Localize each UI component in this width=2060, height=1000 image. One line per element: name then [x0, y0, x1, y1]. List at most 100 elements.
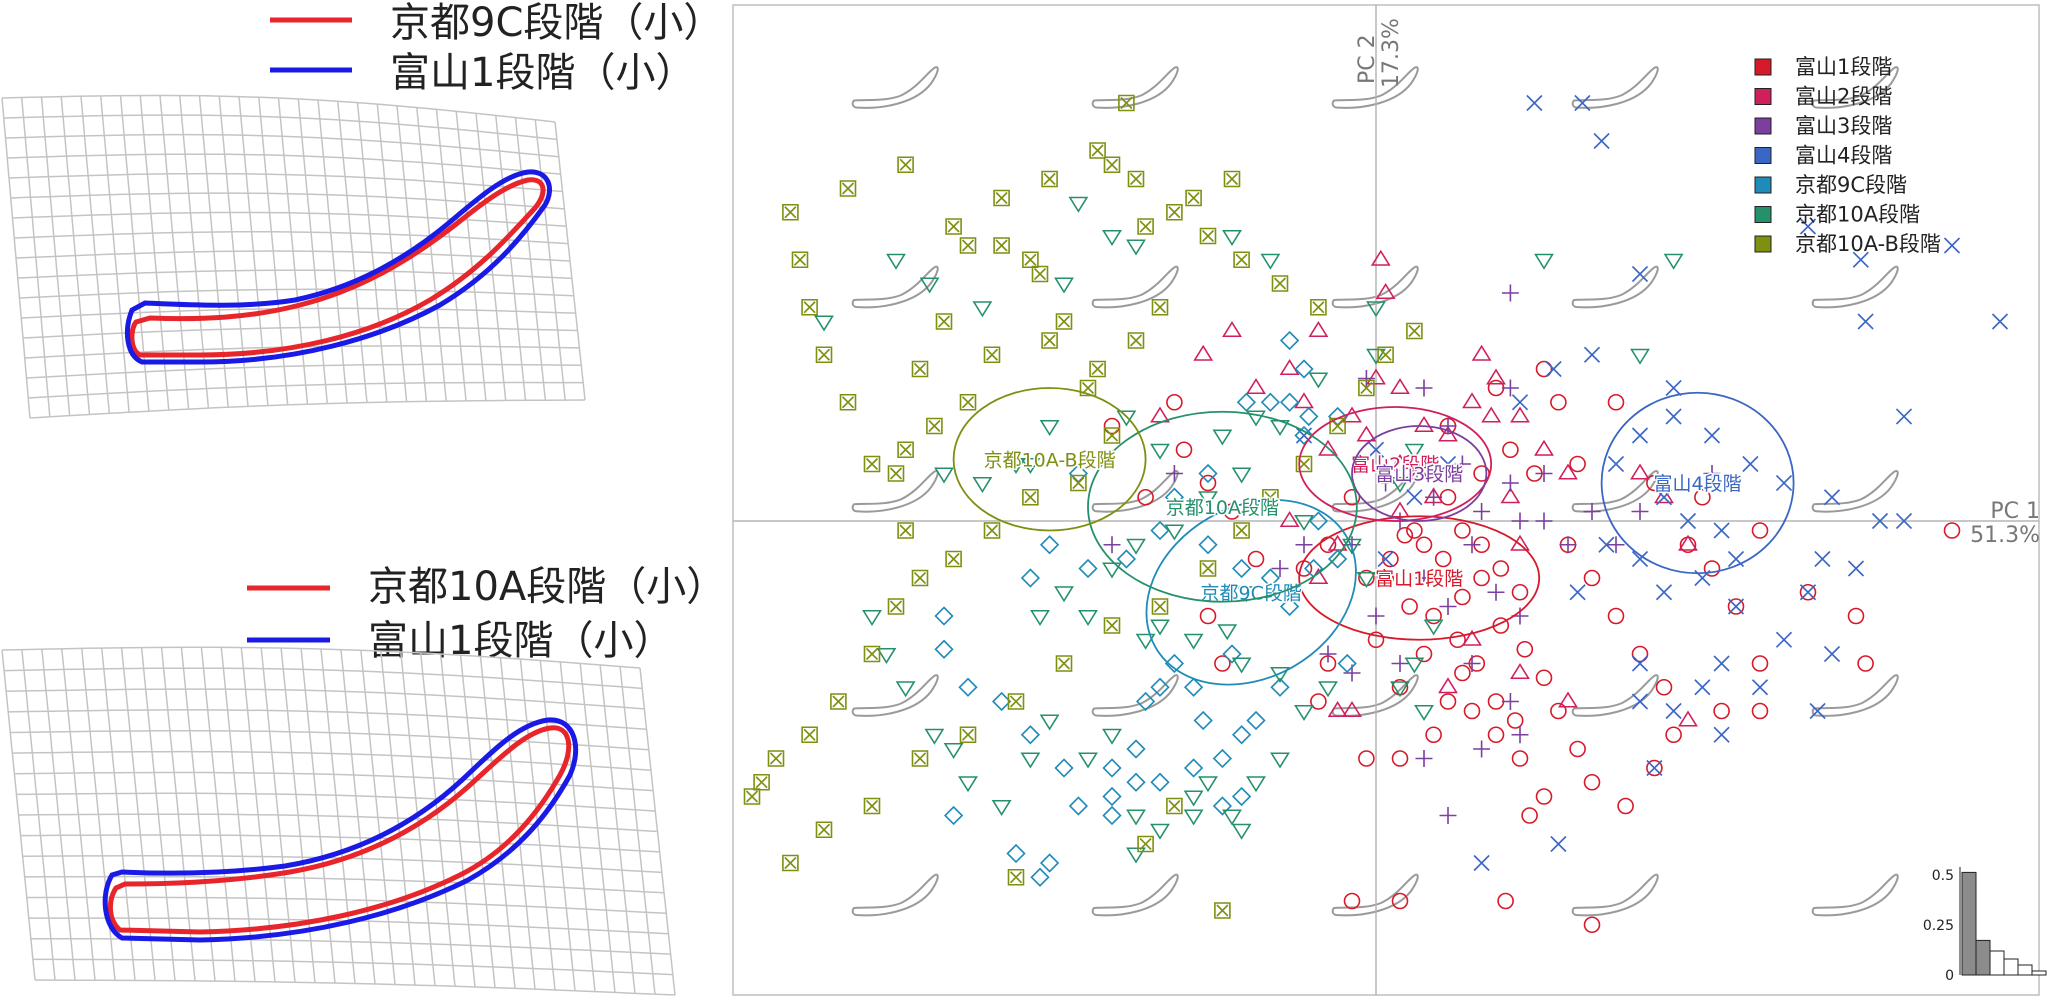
data-point — [1070, 474, 1087, 492]
data-point — [1020, 457, 1041, 475]
data-point — [1631, 655, 1649, 672]
data-point — [1343, 892, 1361, 910]
data-point — [1078, 558, 1098, 579]
data-point — [1501, 379, 1519, 397]
data-point — [1655, 584, 1673, 601]
data-point — [1233, 522, 1250, 539]
data-point — [1116, 410, 1137, 427]
data-point — [1534, 439, 1554, 456]
data-point — [993, 237, 1010, 254]
outline-blue — [102, 717, 579, 943]
data-point — [1391, 655, 1409, 672]
data-point — [1583, 346, 1601, 363]
data-point — [1151, 298, 1169, 316]
legend-bottom: 京都10A段階（小） 富山1段階（小） — [247, 564, 726, 664]
data-point — [943, 742, 964, 760]
data-point — [1569, 584, 1586, 601]
data-point — [1166, 393, 1183, 411]
scree-bar — [2003, 958, 2019, 976]
data-point — [1231, 725, 1252, 745]
data-point — [1199, 607, 1217, 625]
data-point — [1751, 702, 1769, 720]
scree-tick-label: 0 — [1945, 968, 1954, 984]
data-point — [1423, 619, 1444, 636]
data-point — [1943, 522, 1961, 539]
shape-icon — [1811, 470, 1899, 513]
data-point — [1558, 463, 1578, 480]
pc2-label: PC 2 — [1355, 34, 1380, 84]
shape-icon — [1811, 873, 1899, 917]
grid-line — [15, 250, 571, 262]
data-point — [1294, 514, 1314, 532]
scree-bar — [1975, 939, 1991, 976]
grid-line — [3, 114, 557, 141]
data-point — [1678, 710, 1698, 727]
grid-line — [29, 399, 586, 419]
data-point — [1449, 631, 1466, 649]
grid-line — [5, 133, 559, 158]
data-point — [1055, 313, 1073, 330]
data-point — [1415, 750, 1433, 767]
grid-line — [6, 688, 645, 710]
data-point — [801, 298, 818, 316]
data-point — [1501, 693, 1519, 710]
data-point — [1279, 596, 1300, 617]
legend-top: 京都9C段階（小） 富山1段階（小） — [270, 0, 723, 96]
data-point — [1438, 425, 1458, 442]
pc2-variance: 17.3% — [1379, 18, 1404, 88]
data-point — [943, 805, 964, 826]
data-point — [862, 609, 882, 627]
data-point — [1223, 170, 1241, 188]
data-point — [1694, 679, 1711, 696]
data-point — [1823, 489, 1841, 506]
data-point — [1727, 598, 1745, 615]
data-point — [1231, 823, 1252, 840]
grid-line — [7, 153, 561, 175]
data-point — [1270, 677, 1290, 697]
data-point — [1164, 487, 1185, 507]
data-point — [1231, 467, 1252, 484]
legend-swatch — [1754, 206, 1772, 223]
data-point — [1535, 360, 1553, 378]
scree-plot: 0.5 0.25 0 — [1923, 867, 2047, 984]
data-point — [959, 393, 977, 411]
data-point — [1895, 408, 1913, 425]
data-point — [1102, 229, 1122, 247]
data-point — [1054, 586, 1074, 603]
scatter-points — [743, 94, 2009, 934]
data-point — [1308, 320, 1329, 338]
data-point — [1342, 700, 1362, 718]
data-point — [1150, 520, 1170, 541]
data-point — [1164, 653, 1185, 674]
data-point — [1463, 655, 1481, 672]
data-point — [782, 203, 799, 221]
grid-line — [14, 231, 569, 245]
data-point — [1814, 550, 1831, 568]
outline-red — [129, 177, 546, 358]
data-point — [1358, 379, 1375, 397]
data-point — [1415, 379, 1433, 397]
data-point — [1222, 320, 1242, 338]
data-point — [1183, 633, 1204, 650]
data-point — [1521, 807, 1538, 824]
data-point — [1631, 645, 1649, 663]
data-point — [1501, 284, 1519, 302]
series-points — [743, 94, 1423, 919]
data-point — [801, 726, 818, 744]
data-point — [1041, 170, 1058, 188]
data-point — [1742, 455, 1759, 473]
ellipse-label: 京都10A段階 — [1166, 497, 1279, 519]
data-point — [983, 522, 1001, 539]
data-point — [1679, 512, 1697, 530]
grid-line — [21, 307, 576, 319]
shape-icon — [851, 470, 939, 513]
data-point — [1665, 726, 1682, 744]
data-point — [1631, 693, 1649, 710]
data-point — [1039, 419, 1060, 437]
legend-swatch — [1754, 176, 1772, 194]
data-point — [887, 598, 905, 615]
data-point — [1031, 265, 1049, 283]
data-point — [1020, 725, 1041, 745]
data-point — [1991, 313, 2009, 330]
data-point — [1366, 368, 1386, 385]
